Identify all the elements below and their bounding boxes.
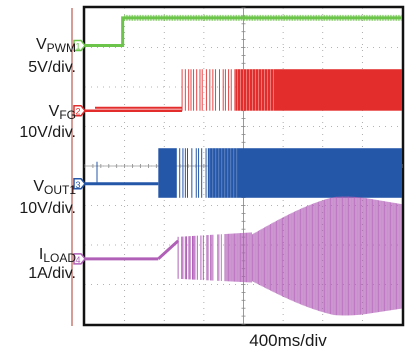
trace-ch3	[85, 148, 402, 198]
channel-1-name: VPWM	[36, 36, 76, 55]
trace-ch4-ramp	[157, 239, 180, 260]
channel-2-scale: 10V/div.	[19, 124, 76, 141]
channel-3-scale: 10V/div.	[19, 200, 76, 217]
channel-marker-number: 3	[75, 180, 80, 190]
channel-4-name: ILOAD	[38, 246, 76, 265]
channel-2-name: VFG	[48, 103, 76, 122]
channel-marker-number: 4	[75, 255, 80, 265]
channel-marker-number: 1	[75, 42, 80, 52]
trace-ch2-dense	[235, 69, 402, 111]
channel-marker-shape	[73, 39, 86, 52]
channel-1-scale: 5V/div.	[28, 59, 76, 76]
trace-ch1	[85, 14, 402, 48]
channel-marker-shape	[73, 104, 86, 117]
x-axis-label: 400ms/div	[249, 331, 327, 350]
trace-ch2	[85, 69, 402, 112]
trace-ch4	[85, 196, 402, 316]
channel-markers: 1 2 3 4	[73, 39, 86, 265]
traces	[85, 14, 402, 316]
channel-marker-shape	[73, 253, 86, 265]
channel-4-marker: 4	[73, 253, 86, 265]
channel-marker-shape	[73, 178, 86, 190]
channel-3-name: VOUT1	[33, 178, 76, 197]
channel-1-marker: 1	[73, 39, 86, 52]
channel-marker-number: 2	[75, 107, 80, 117]
trace-ch3-dense	[207, 148, 402, 198]
channel-4-scale: 1A/div.	[28, 265, 76, 282]
trace-ch3-block	[158, 148, 177, 198]
channel-2-marker: 2	[73, 104, 86, 117]
channel-3-marker: 3	[73, 178, 86, 190]
